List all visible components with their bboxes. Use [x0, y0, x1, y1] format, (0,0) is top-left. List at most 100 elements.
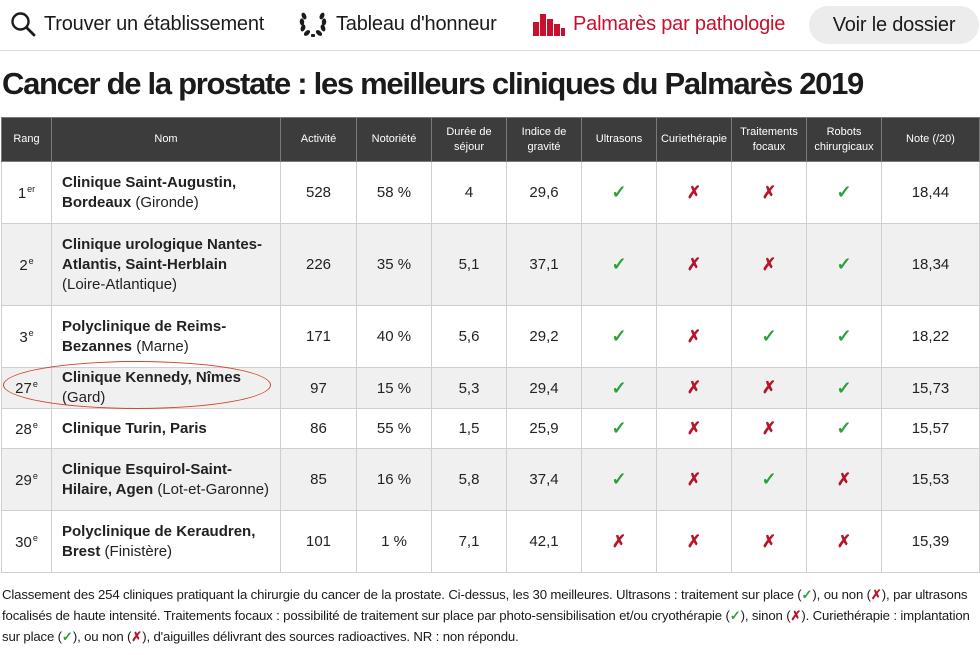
indice-cell: 29,4 [506, 367, 582, 409]
cross-icon: ✗ [836, 531, 852, 551]
caption-check-icon: ✓ [801, 587, 813, 602]
rank-number: 28 [15, 420, 32, 438]
header-notoriete: Notoriété [356, 117, 432, 162]
clinic-name-cell: Polyclinique de Reims-Bezannes (Marne) [51, 305, 281, 368]
clinic-region: (Gironde) [135, 193, 199, 211]
table-row: 27e Clinique Kennedy, Nîmes (Gard) 97 15 % 5… [1, 367, 980, 409]
clinic-region: (Loire-Atlantique) [62, 275, 178, 293]
cross-icon: ✗ [761, 182, 777, 202]
nav-ranking-by-pathology[interactable]: Palmarès par pathologie [533, 9, 785, 39]
duree-cell: 5,1 [431, 223, 507, 306]
rank-suffix: e [32, 470, 38, 481]
ultrasons-cell: ✓ [581, 223, 657, 306]
robots-cell: ✓ [806, 408, 882, 449]
cross-icon: ✗ [761, 531, 777, 551]
check-icon: ✓ [836, 377, 852, 398]
header-duree-line2: séjour [454, 140, 484, 153]
note-cell: 15,73 [881, 367, 980, 409]
activite-cell: 86 [280, 408, 357, 449]
cross-icon: ✗ [686, 418, 702, 438]
rank-number: 1 [17, 184, 27, 202]
nav-honor-roll-label: Tableau d'honneur [336, 12, 497, 35]
robots-cell: ✗ [806, 448, 882, 511]
note-cell: 18,22 [881, 305, 980, 368]
notoriete-cell: 15 % [356, 367, 432, 409]
nav-find-establishment[interactable]: Trouver un établissement [10, 9, 264, 39]
caption-cross-icon: ✗ [131, 629, 143, 644]
rank-number: 27 [15, 380, 32, 397]
activite-cell: 226 [280, 223, 357, 306]
caption-cross-icon: ✗ [870, 587, 882, 602]
robots-cell: ✗ [806, 510, 882, 573]
robots-cell: ✓ [806, 367, 882, 409]
clinic-name: Clinique Saint-Augustin, Bordeaux [62, 173, 237, 211]
cross-icon: ✗ [686, 378, 702, 397]
view-dossier-button[interactable]: Voir le dossier [809, 6, 979, 44]
header-indice-gravite: Indice de gravité [506, 117, 582, 162]
table-row: 28e Clinique Turin, Paris 86 55 % 1,5 25,9 ✓ ✗ ✗… [1, 408, 980, 449]
traitements-cell: ✗ [731, 161, 807, 224]
check-icon: ✓ [611, 377, 627, 398]
duree-cell: 7,1 [431, 510, 507, 573]
note-cell: 15,53 [881, 448, 980, 511]
caption-text: ), par ultrasons focalisés de haute inte… [2, 587, 968, 623]
clinic-name: Clinique Esquirol-Saint-Hilaire, Agen [62, 460, 233, 498]
indice-cell: 25,9 [506, 408, 582, 449]
rank-number: 2 [19, 256, 28, 274]
check-icon: ✓ [836, 418, 852, 438]
rank-suffix: er [27, 183, 36, 194]
curietherapie-cell: ✗ [656, 161, 732, 224]
nav-honor-roll[interactable]: Tableau d'honneur [298, 9, 497, 39]
duree-cell: 5,8 [431, 448, 507, 511]
activite-cell: 528 [280, 161, 357, 224]
cross-icon: ✗ [761, 418, 777, 438]
laurel-wreath-icon [298, 10, 328, 38]
table-row: 2e Clinique urologique Nantes-Atlantis, S… [1, 223, 980, 306]
clinic-name-cell: Clinique Saint-Augustin, Bordeaux (Giron… [51, 161, 281, 224]
header-indice-line1: Indice de [521, 125, 567, 138]
note-cell: 18,34 [881, 223, 980, 306]
robots-cell: ✓ [806, 305, 882, 368]
table-header-row: Rang Nom Activité Notoriété Durée de séjo… [1, 117, 980, 162]
header-duree-sejour: Durée de séjour [431, 117, 507, 162]
check-icon: ✓ [761, 326, 777, 346]
caption-text: ). Curiethérapie : implantation sur plac… [2, 608, 970, 644]
header-curietherapie: Curiethérapie [656, 117, 732, 162]
caption-check-icon: ✓ [61, 629, 73, 644]
check-icon: ✓ [836, 254, 852, 274]
indice-cell: 42,1 [506, 510, 582, 573]
cross-icon: ✗ [686, 326, 702, 346]
header-duree-line1: Durée de [446, 125, 492, 138]
cross-icon: ✗ [836, 469, 852, 489]
header-rang: Rang [1, 117, 52, 162]
rank-number: 30 [15, 533, 32, 551]
notoriete-cell: 58 % [356, 161, 432, 224]
curietherapie-cell: ✗ [656, 223, 732, 306]
ultrasons-cell: ✓ [581, 448, 657, 511]
clinic-name: Polyclinique de Keraudren, Brest [62, 522, 256, 560]
check-icon: ✓ [611, 469, 627, 489]
rank-cell: 28e [1, 408, 52, 449]
header-robots-chirurgicaux: Robots chirurgicaux [806, 117, 882, 162]
traitements-cell: ✗ [731, 367, 807, 409]
check-icon: ✓ [836, 326, 852, 346]
notoriete-cell: 40 % [356, 305, 432, 368]
header-nom: Nom [51, 117, 281, 162]
cross-icon: ✗ [686, 469, 702, 489]
cross-icon: ✗ [761, 378, 777, 397]
clinic-region: (Gard) [62, 389, 106, 406]
nav-find-establishment-label: Trouver un établissement [44, 12, 265, 35]
rank-suffix: e [32, 419, 38, 430]
robots-cell: ✓ [806, 161, 882, 224]
ranking-table: Rang Nom Activité Notoriété Durée de séjo… [1, 117, 980, 573]
cross-icon: ✗ [686, 531, 702, 551]
bar-chart-icon [533, 12, 565, 36]
rank-cell: 30e [1, 510, 52, 573]
caption-cross-icon: ✗ [790, 608, 802, 623]
cross-icon: ✗ [761, 254, 777, 274]
caption-text: ), sinon ( [740, 608, 791, 623]
notoriete-cell: 16 % [356, 448, 432, 511]
indice-cell: 29,2 [506, 305, 582, 368]
table-caption: Classement des 254 cliniques pratiquant … [2, 584, 977, 647]
traitements-cell: ✓ [731, 305, 807, 368]
